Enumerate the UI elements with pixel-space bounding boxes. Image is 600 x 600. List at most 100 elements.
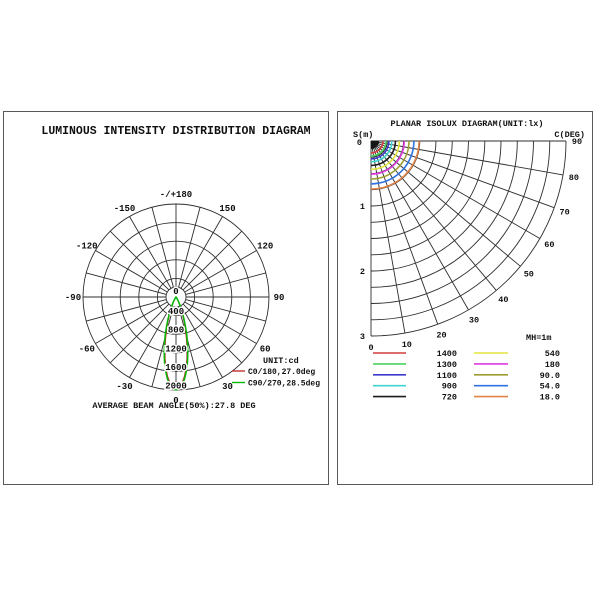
fan-angle-label: 90 [572, 137, 582, 147]
legend-label: C0/180,27.0deg [248, 368, 315, 377]
luminous-intensity-chart: LUMINOUS INTENSITY DISTRIBUTION DIAGRAM … [41, 125, 320, 411]
fan-s-label: 3 [360, 332, 365, 342]
isolux-legend-value: 54.0 [540, 382, 560, 392]
isolux-legend-value: 540 [545, 349, 560, 359]
isolux-legend-value: 900 [442, 382, 457, 392]
polar-angle-label: 150 [219, 204, 235, 214]
polar-ray [129, 216, 172, 289]
planar-isolux-panel: PLANAR ISOLUX DIAGRAM(UNIT:lx) S(m) C(DE… [337, 111, 593, 485]
c-axis-label: C(DEG) [554, 130, 585, 140]
polar-curves [163, 295, 189, 391]
fan-s-label: 0 [357, 138, 362, 148]
polar-grid [82, 203, 270, 391]
polar-ray [185, 299, 266, 322]
polar-ring-label: 800 [168, 326, 184, 336]
polar-ray [151, 306, 174, 387]
polar-ray [180, 305, 223, 378]
isolux-legend-value: 18.0 [540, 393, 560, 403]
polar-angle-label: 30 [222, 382, 233, 392]
isolux-core [371, 141, 379, 149]
fan-arc [370, 140, 502, 272]
isolux-contour-720 [370, 140, 397, 167]
beam-angle-footer: AVERAGE BEAM ANGLE(50%):27.8 DEG [92, 401, 255, 411]
isolux-legend-value: 180 [545, 360, 560, 370]
polar-labels: -/+180 150 120 90 60 30 0 -30 -60 -90 -120 -150 0 400… [65, 190, 285, 406]
polar-angle-label: -60 [79, 345, 95, 355]
fan-arc [370, 140, 551, 321]
fan-grid [370, 140, 567, 337]
polar-ray [95, 250, 168, 293]
polar-legend: UNIT:cd C0/180,27.0deg C90/270,28.5deg [232, 356, 320, 389]
polar-angle-label: 90 [274, 293, 285, 303]
intensity-curve-C90-270 [163, 295, 189, 391]
fan-angle-label: 40 [498, 295, 508, 305]
fan-contours [370, 140, 420, 190]
fan-s-label: 1 [360, 202, 365, 212]
legend-label: C90/270,28.5deg [248, 380, 320, 389]
mounting-height-label: MH=1m [526, 333, 552, 343]
polar-ray [180, 216, 223, 289]
isolux-contour-1100 [370, 140, 390, 160]
fan-arc [370, 140, 567, 337]
polar-ray [86, 272, 167, 295]
left-panel-title: LUMINOUS INTENSITY DISTRIBUTION DIAGRAM [41, 125, 310, 138]
isolux-contour-1400 [370, 140, 384, 154]
polar-ray [86, 299, 167, 322]
isolux-contour-54.0 [370, 140, 415, 185]
fan-arc [370, 140, 518, 288]
polar-ray [182, 230, 243, 291]
isolux-legend-value: 1100 [437, 371, 457, 381]
polar-ray [109, 303, 170, 364]
unit-label: UNIT:cd [263, 356, 299, 366]
polar-angle-label: -90 [65, 293, 81, 303]
isolux-contour-540 [370, 140, 401, 171]
fan-arc [370, 140, 453, 223]
fan-angle-label: 20 [436, 331, 446, 341]
fan-angle-label: 50 [524, 269, 534, 279]
polar-ray [129, 305, 172, 378]
isolux-contour-180 [370, 140, 405, 175]
polar-angle-label: -/+180 [160, 190, 192, 200]
fan-angle-label: 80 [569, 173, 579, 183]
polar-angle-label: -150 [114, 204, 136, 214]
polar-ray [151, 207, 174, 288]
polar-ray [184, 301, 257, 344]
polar-ray [182, 303, 243, 364]
fan-arc [370, 140, 486, 256]
fan-s-label: 2 [360, 267, 365, 277]
fan-angle-label: 60 [544, 240, 554, 250]
fan-angle-label: 10 [402, 340, 412, 350]
fan-angle-label: 70 [559, 208, 569, 218]
fan-angle-label: 30 [469, 315, 479, 325]
polar-ring-label: 1200 [165, 344, 187, 354]
polar-angle-label: 60 [260, 345, 271, 355]
polar-ring-label: 0 [173, 287, 178, 297]
polar-angle-label: -30 [116, 382, 132, 392]
isolux-contour-18.0 [370, 140, 420, 190]
polar-ring-label: 2000 [165, 382, 187, 392]
fan-arc [370, 140, 469, 239]
polar-ray [95, 301, 168, 344]
isolux-contour-900 [370, 140, 393, 163]
polar-angle-label: 120 [257, 242, 273, 252]
polar-ring-label: 400 [168, 307, 184, 317]
isolux-legend-value: 90.0 [540, 371, 560, 381]
isolux-contour-1300 [370, 140, 387, 157]
isolux-legend-value: 720 [442, 393, 457, 403]
polar-ring-label: 1600 [165, 363, 187, 373]
right-panel-title: PLANAR ISOLUX DIAGRAM(UNIT:lx) [390, 119, 543, 129]
fan-arc [370, 140, 437, 207]
fan-labels: 0 10 20 30 40 50 60 70 80 90 0 1 2 3 [357, 137, 582, 353]
polar-angle-label: -120 [76, 242, 98, 252]
s-axis-label: S(m) [353, 130, 373, 140]
planar-isolux-chart: PLANAR ISOLUX DIAGRAM(UNIT:lx) S(m) C(DE… [353, 119, 585, 403]
isolux-legend-value: 1300 [437, 360, 457, 370]
polar-ray [184, 250, 257, 293]
polar-angle-label: 0 [173, 396, 178, 406]
fan-angle-label: 0 [368, 343, 373, 353]
polar-ray [178, 306, 201, 387]
isolux-legend-value: 1400 [437, 349, 457, 359]
polar-ray [185, 272, 266, 295]
